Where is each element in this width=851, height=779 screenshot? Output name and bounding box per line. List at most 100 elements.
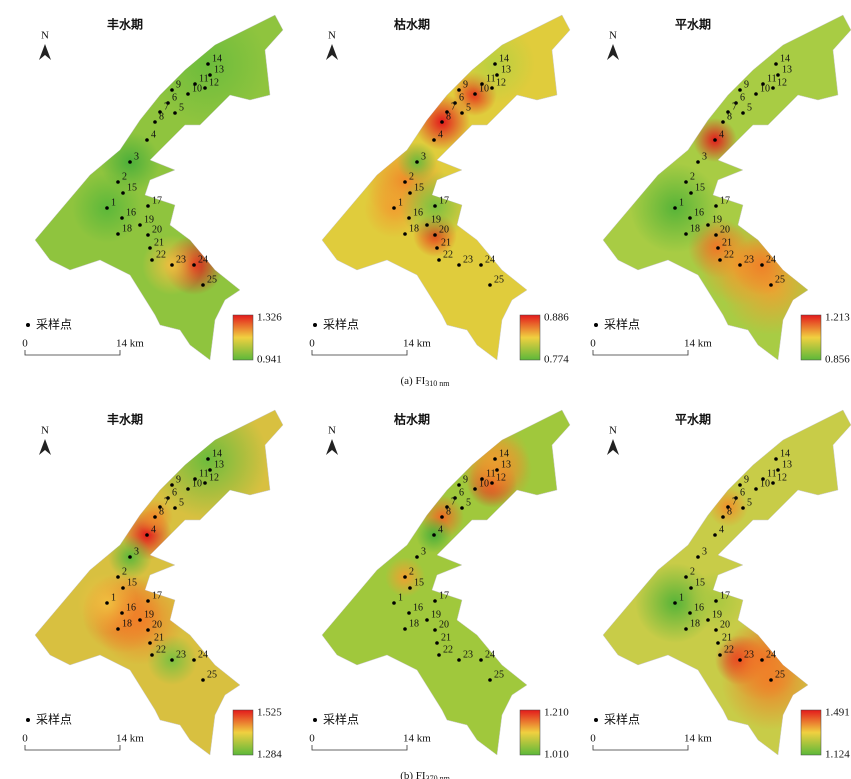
site-label: 5	[466, 497, 471, 508]
site-label: 20	[720, 619, 730, 630]
sampling-point	[145, 138, 149, 142]
site-label: 5	[466, 102, 471, 113]
legend-point-label: 采样点	[36, 317, 72, 332]
color-ramp	[519, 314, 541, 361]
sampling-point	[435, 246, 439, 250]
site-label: 15	[695, 182, 705, 193]
site-label: 9	[176, 474, 181, 485]
site-label: 9	[744, 79, 749, 90]
legend-min: 0.856	[825, 354, 850, 366]
sampling-point	[684, 627, 688, 631]
sampling-point	[460, 111, 464, 115]
site-label: 14	[212, 53, 222, 64]
site-label: 23	[463, 254, 473, 265]
site-label: 3	[702, 151, 707, 162]
lake	[602, 14, 851, 361]
sampling-point	[714, 628, 718, 632]
scale-bar	[24, 745, 121, 751]
site-label: 12	[496, 77, 506, 88]
sampling-point	[407, 216, 411, 220]
site-label: 21	[441, 237, 451, 248]
site-label: 25	[494, 669, 504, 680]
sampling-point	[689, 191, 693, 195]
site-label: 24	[198, 649, 208, 660]
legend-dot	[26, 323, 30, 327]
sampling-point	[760, 658, 764, 662]
site-label: 25	[775, 274, 785, 285]
site-label: 11	[767, 73, 777, 84]
sampling-point	[457, 263, 461, 267]
site-label: 21	[441, 632, 451, 643]
site-label: 3	[702, 546, 707, 557]
site-label: 18	[409, 618, 419, 629]
north-label: N	[328, 30, 336, 42]
scale-end: 14 km	[116, 338, 144, 350]
site-label: 10	[760, 83, 770, 94]
sampling-point	[407, 611, 411, 615]
site-label: 7	[164, 496, 169, 507]
site-label: 9	[744, 474, 749, 485]
site-label: 15	[695, 577, 705, 588]
sampling-point	[192, 658, 196, 662]
site-label: 2	[409, 566, 414, 577]
sampling-point	[495, 468, 499, 472]
site-label: 4	[151, 524, 156, 535]
site-label: 18	[690, 223, 700, 234]
scale-start: 0	[309, 338, 315, 350]
sampling-point	[488, 678, 492, 682]
color-ramp	[232, 314, 254, 361]
site-label: 12	[496, 472, 506, 483]
sampling-point	[153, 120, 157, 124]
site-label: 2	[690, 171, 695, 182]
sampling-point	[116, 627, 120, 631]
sampling-point	[208, 73, 212, 77]
site-label: 7	[451, 496, 456, 507]
site-label: 11	[486, 73, 496, 84]
sampling-point	[713, 533, 717, 537]
legend-dot	[594, 323, 598, 327]
sampling-point	[445, 505, 449, 509]
scale-start: 0	[309, 733, 315, 745]
site-label: 8	[446, 111, 451, 122]
site-label: 18	[122, 618, 132, 629]
sampling-point	[696, 555, 700, 559]
site-label: 16	[413, 602, 423, 613]
sampling-point	[761, 477, 765, 481]
site-label: 23	[744, 254, 754, 265]
caption: (b) FI370 nm	[400, 770, 450, 779]
site-label: 1	[111, 197, 116, 208]
site-label: 8	[727, 111, 732, 122]
sampling-point	[493, 457, 497, 461]
legend-min: 1.124	[825, 749, 850, 761]
sampling-point	[457, 88, 461, 92]
sampling-point	[116, 575, 120, 579]
north-label: N	[328, 425, 336, 437]
site-label: 22	[156, 249, 166, 260]
sampling-point	[415, 160, 419, 164]
site-label: 10	[479, 83, 489, 94]
panel-title: 丰水期	[107, 412, 143, 427]
site-label: 17	[720, 590, 730, 601]
sampling-point	[480, 477, 484, 481]
sampling-point	[771, 481, 775, 485]
site-label: 4	[438, 524, 443, 535]
sampling-point	[688, 216, 692, 220]
site-label: 20	[152, 224, 162, 235]
sampling-point	[738, 483, 742, 487]
sampling-point	[734, 101, 738, 105]
site-label: 22	[724, 644, 734, 655]
site-label: 20	[439, 224, 449, 235]
sampling-point	[403, 180, 407, 184]
scale-bar	[311, 350, 408, 356]
sampling-point	[192, 263, 196, 267]
sampling-point	[128, 160, 132, 164]
sampling-point	[403, 627, 407, 631]
sampling-point	[432, 533, 436, 537]
site-label: 8	[159, 506, 164, 517]
sampling-point	[761, 82, 765, 86]
sampling-point	[206, 457, 210, 461]
site-label: 16	[126, 207, 136, 218]
sampling-point	[173, 506, 177, 510]
